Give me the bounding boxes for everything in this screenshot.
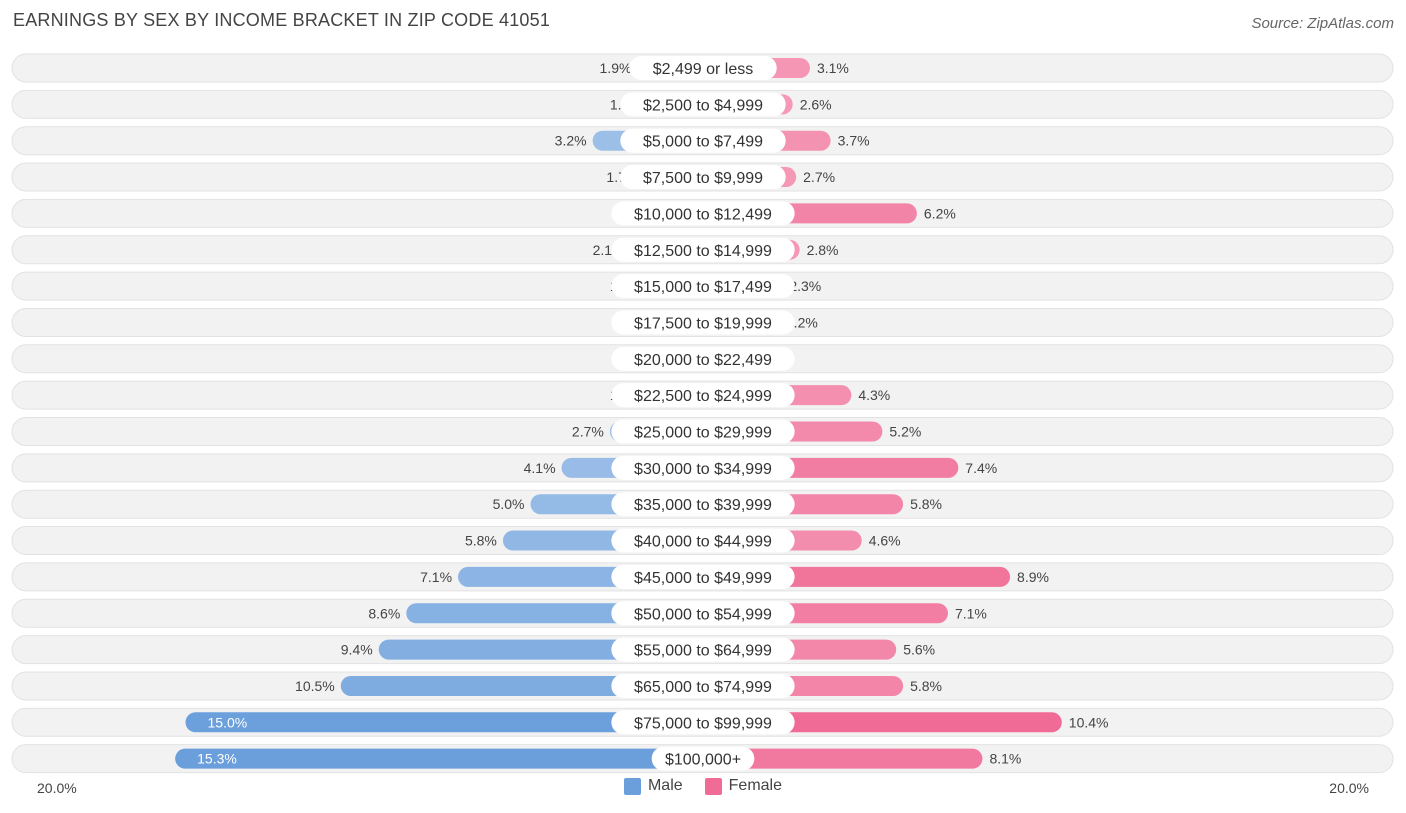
value-label-female: 2.6% [800,96,832,112]
category-label: $35,000 to $39,999 [634,497,772,514]
bar-female [703,748,983,769]
category-pill [611,383,795,408]
category-label: $25,000 to $29,999 [634,425,772,442]
value-label-female: 2.7% [803,169,835,185]
axis-right-label: 20.0% [1329,780,1369,796]
category-pill [611,310,795,335]
bar-male [185,712,703,733]
value-label-female: 7.1% [955,605,987,621]
category-pill [611,637,795,662]
value-label-female: 5.6% [903,642,935,658]
category-label: $30,000 to $34,999 [634,461,772,478]
category-label: $2,499 or less [653,61,754,78]
value-label-female: 2.3% [789,278,821,294]
category-pill [651,746,755,771]
category-pill [620,92,786,117]
axis-left-label: 20.0% [37,780,77,796]
legend-label-male: Male [647,777,683,794]
category-pill [611,564,795,589]
value-label-female: 8.9% [1017,569,1049,585]
category-pill [611,673,795,698]
value-label-female: 10.4% [1069,714,1109,730]
value-label-male: 2.7% [572,424,604,440]
category-pill [611,601,795,626]
value-label-female: 5.8% [910,678,942,694]
value-label-female: 4.3% [858,387,890,403]
category-label: $7,500 to $9,999 [643,170,763,187]
category-pill [611,237,795,262]
category-label: $12,500 to $14,999 [634,243,772,260]
value-label-female: 8.1% [989,751,1021,767]
category-label: $100,000+ [665,752,741,769]
category-pill [611,455,795,480]
value-label-female: 3.1% [817,60,849,76]
source-label: Source: ZipAtlas.com [1251,15,1394,32]
bar-male [340,675,703,696]
value-label-male: 1.9% [600,60,632,76]
category-pill [620,128,786,153]
value-label-male: 10.5% [295,678,335,694]
value-label-male: 15.0% [208,714,248,730]
category-label: $55,000 to $64,999 [634,643,772,660]
category-pill [611,419,795,444]
value-label-female: 5.2% [889,424,921,440]
category-label: $17,500 to $19,999 [634,315,772,332]
value-label-female: 4.6% [869,533,901,549]
category-label: $40,000 to $44,999 [634,534,772,551]
category-pill [629,56,777,80]
category-label: $45,000 to $49,999 [634,570,772,587]
value-label-female: 2.8% [807,242,839,258]
value-label-male: 5.0% [493,496,525,512]
chart-area: 1.9%3.1%$2,499 or less1.6%2.6%$2,500 to … [11,53,1394,774]
value-label-female: 5.8% [910,496,942,512]
value-label-female: 6.2% [924,205,956,221]
category-pill [611,346,795,371]
value-label-female: 7.4% [965,460,997,476]
value-label-male: 5.8% [465,533,497,549]
category-pill [611,492,795,517]
value-label-female: 3.7% [838,133,870,149]
value-label-male: 3.2% [555,133,587,149]
legend-swatch-male [623,777,641,795]
category-pill [611,528,795,553]
category-label: $10,000 to $12,499 [634,206,772,223]
category-pill [611,710,795,735]
category-label: $15,000 to $17,499 [634,279,772,296]
legend-item-male: Male [623,777,683,795]
value-label-male: 7.1% [420,569,452,585]
category-pill [620,165,786,190]
legend-item-female: Female [704,777,783,795]
legend-swatch-female [704,777,722,795]
value-label-male: 4.1% [524,460,556,476]
category-label: $5,000 to $7,499 [643,134,763,151]
category-pill [611,201,795,226]
value-label-male: 9.4% [341,642,373,658]
chart-title: EARNINGS BY SEX BY INCOME BRACKET IN ZIP… [13,10,551,30]
value-label-male: 15.3% [197,751,237,767]
category-label: $75,000 to $99,999 [634,715,772,732]
category-label: $22,500 to $24,999 [634,388,772,405]
category-label: $20,000 to $22,499 [634,352,772,369]
legend-label-female: Female [728,777,783,794]
category-pill [611,274,795,299]
bar-male [175,748,703,769]
legend: Male Female [0,777,1406,795]
category-label: $50,000 to $54,999 [634,606,772,623]
category-label: $2,500 to $4,999 [643,97,763,114]
value-label-male: 8.6% [368,605,400,621]
category-label: $65,000 to $74,999 [634,679,772,696]
